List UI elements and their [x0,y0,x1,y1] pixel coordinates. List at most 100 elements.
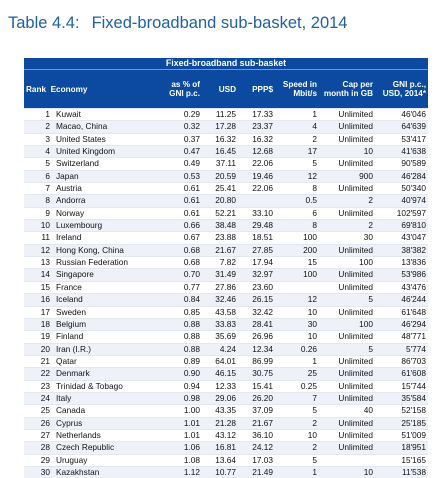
cell-rank: 6 [24,170,54,182]
header-cap: Cap per month in GB [319,70,375,109]
cell-ppp: 26.15 [238,294,275,306]
cell-economy: Cyprus [54,417,158,429]
cell-cap: 10 [319,466,375,478]
cell-usd: 25.41 [202,183,238,195]
cell-ppp: 23.60 [238,281,275,293]
cell-gni-pc: 61'608 [375,368,428,380]
cell-gni-pct: 0.32 [158,121,202,133]
cell-rank: 29 [24,454,54,466]
cell-rank: 5 [24,158,54,170]
cell-rank: 2 [24,121,54,133]
cell-gni-pct: 0.53 [158,170,202,182]
cell-speed: 25 [275,368,319,380]
cell-usd: 27.86 [202,281,238,293]
table-caption: Fixed-broadband sub-basket [24,58,428,70]
cell-cap: Unlimited [319,269,375,281]
cell-speed: 2 [275,442,319,454]
cell-gni-pct: 0.88 [158,331,202,343]
cell-economy: Kuwait [54,109,158,121]
cell-usd: 43.58 [202,306,238,318]
cell-rank: 19 [24,331,54,343]
cell-usd: 12.33 [202,380,238,392]
cell-rank: 17 [24,306,54,318]
cell-usd: 13.64 [202,454,238,466]
cell-gni-pct: 1.08 [158,454,202,466]
cell-economy: Kazakhstan [54,466,158,478]
cell-gni-pct: 1.06 [158,442,202,454]
cell-rank: 22 [24,368,54,380]
cell-gni-pct: 0.98 [158,392,202,404]
cell-rank: 27 [24,429,54,441]
cell-speed: 200 [275,244,319,256]
cell-speed: 6 [275,207,319,219]
cell-gni-pct: 1.00 [158,405,202,417]
cell-gni-pct: 0.61 [158,183,202,195]
header-ppp: PPP$ [238,70,275,109]
cell-cap: Unlimited [319,368,375,380]
cell-ppp: 29.48 [238,220,275,232]
cell-rank: 14 [24,269,54,281]
header-speed: Speed in Mbit/s [275,70,319,109]
cell-rank: 28 [24,442,54,454]
cell-economy: United Kingdom [54,146,158,158]
cell-economy: Netherlands [54,429,158,441]
cell-usd: 31.49 [202,269,238,281]
cell-economy: Trinidad & Tobago [54,380,158,392]
cell-cap: 900 [319,170,375,182]
page-title: Table 4.4:Fixed-broadband sub-basket, 20… [8,14,347,33]
cell-usd: 33.83 [202,318,238,330]
cell-gni-pc: 38'382 [375,244,428,256]
table-number: Table 4.4: [8,14,80,32]
cell-economy: Czech Republic [54,442,158,454]
cell-ppp: 23.37 [238,121,275,133]
cell-cap: Unlimited [319,158,375,170]
cell-ppp: 24.12 [238,442,275,454]
cell-usd: 21.28 [202,417,238,429]
cell-usd: 38.48 [202,220,238,232]
cell-ppp: 15.41 [238,380,275,392]
cell-rank: 26 [24,417,54,429]
cell-ppp: 21.67 [238,417,275,429]
cell-ppp: 32.42 [238,306,275,318]
cell-economy: Denmark [54,368,158,380]
header-gni-pct: as % of GNI p.c. [158,70,202,109]
cell-cap: Unlimited [319,121,375,133]
cell-cap: 5 [319,343,375,355]
cell-ppp: 21.49 [238,466,275,478]
cell-cap: 40 [319,405,375,417]
cell-usd: 43.12 [202,429,238,441]
cell-gni-pc: 15'744 [375,380,428,392]
cell-ppp: 19.46 [238,170,275,182]
cell-gni-pc: 86'703 [375,355,428,367]
cell-economy: Russian Federation [54,257,158,269]
cell-gni-pc: 102'597 [375,207,428,219]
cell-cap: Unlimited [319,109,375,121]
cell-ppp: 33.10 [238,207,275,219]
cell-rank: 9 [24,207,54,219]
cell-usd: 21.67 [202,244,238,256]
cell-rank: 3 [24,133,54,145]
cell-economy: Belgium [54,318,158,330]
cell-gni-pc: 53'986 [375,269,428,281]
cell-gni-pc: 41'638 [375,146,428,158]
cell-speed: 0.5 [275,195,319,207]
cell-usd: 20.80 [202,195,238,207]
data-table-wrapper: Fixed-broadband sub-basket Rank Economy … [24,58,428,478]
cell-rank: 30 [24,466,54,478]
cell-gni-pc: 46'244 [375,294,428,306]
cell-usd: 10.77 [202,466,238,478]
